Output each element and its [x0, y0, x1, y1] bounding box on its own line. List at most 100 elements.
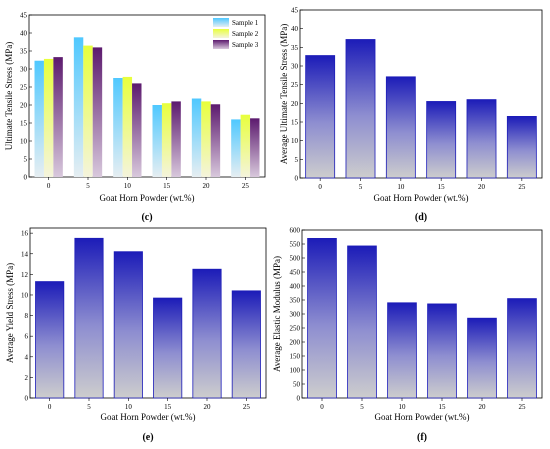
chart-c-bar-sample-3-5: [92, 47, 103, 178]
chart-d-y-axis-title: Average Ultimate Tensile Stress (MPa): [279, 24, 289, 165]
chart-e-y-tick-label: 2: [25, 374, 29, 382]
chart-f-y-tick-label: 200: [290, 339, 301, 347]
chart-c-x-tick-label: 25: [242, 182, 250, 190]
chart-f-y-tick-label: 600: [290, 227, 301, 235]
chart-e-bar-10: [113, 251, 143, 399]
chart-e-x-tick-label: 0: [48, 403, 52, 411]
chart-c-bar-sample-2-15: [161, 103, 172, 177]
chart-d-bar-10: [385, 76, 416, 179]
legend-swatch-sample-3: [213, 40, 229, 49]
chart-f-bar-10: [387, 302, 417, 399]
chart-c-bar-sample-2-10: [122, 76, 133, 177]
chart-c-bar-sample-2-20: [201, 101, 211, 177]
chart-c-y-tick-label: 25: [20, 84, 28, 92]
chart-c-y-tick-label: 0: [24, 174, 28, 182]
chart-e-y-tick-label: 16: [21, 230, 29, 238]
chart-e-y-tick-label: 4: [25, 353, 29, 361]
legend-label-sample-2: Sample 2: [232, 30, 259, 38]
legend-swatch-sample-1: [213, 18, 229, 27]
chart-c-y-tick-label: 45: [20, 12, 28, 20]
chart-f-y-tick-label: 550: [290, 241, 301, 249]
legend-label-sample-3: Sample 3: [232, 41, 259, 49]
chart-c-bar-sample-3-20: [210, 104, 221, 177]
chart-e-x-tick-label: 25: [243, 403, 251, 411]
chart-c-x-tick-label: 10: [124, 182, 132, 190]
chart-d-y-tick-label: 15: [291, 119, 299, 127]
chart-c-y-tick-label: 10: [20, 138, 28, 146]
chart-c-x-tick-label: 5: [86, 182, 90, 190]
chart-f-y-tick-label: 250: [290, 325, 301, 333]
chart-c-legend: Sample 1 Sample 2 Sample 3: [213, 18, 259, 49]
chart-c-y-tick-label: 15: [20, 120, 28, 128]
chart-d-y-tick-label: 10: [291, 137, 299, 145]
chart-c-bar-sample-2-25: [240, 114, 251, 177]
chart-d-y-tick-label: 5: [295, 156, 299, 164]
chart-e-y-tick-label: 12: [21, 271, 29, 279]
chart-f-x-tick-label: 0: [320, 403, 324, 411]
legend-swatch-sample-2: [213, 29, 229, 38]
chart-e-x-tick-label: 20: [204, 403, 212, 411]
chart-c-bar-sample-3-15: [171, 101, 181, 177]
chart-c-y-tick-label: 5: [24, 156, 28, 164]
chart-e-y-tick-label: 14: [21, 250, 29, 258]
chart-c-bar-sample-1-20: [191, 98, 202, 177]
chart-f-panel-label: (f): [417, 432, 427, 443]
chart-e-plot-frame: [29, 227, 267, 399]
chart-d-x-tick-label: 20: [478, 183, 486, 191]
chart-c-y-axis-title: Ultimate Tensile Stress (MPa): [4, 42, 14, 150]
chart-f-y-tick-label: 500: [290, 255, 301, 263]
chart-c-bar-sample-2-0: [43, 58, 54, 177]
chart-d-panel: 0 5 10 15 20 25 30 35 40 45 0 5 10 15 20 25 Average Ul…: [279, 7, 543, 223]
chart-d-bar-20: [466, 99, 497, 179]
chart-c-x-axis-title: Goat Horn Powder (wt.%): [100, 193, 195, 203]
chart-e-bar-15: [153, 297, 183, 399]
chart-c-bar-sample-3-10: [132, 83, 142, 177]
chart-d-bar-25: [506, 116, 537, 179]
chart-e-bar-0: [35, 281, 65, 399]
chart-f-x-tick-label: 20: [479, 403, 487, 411]
chart-d-y-tick-label: 25: [291, 81, 299, 89]
chart-e-x-tick-label: 5: [87, 403, 91, 411]
chart-e-x-tick-label: 10: [125, 403, 133, 411]
chart-d-y-tick-label: 40: [291, 25, 299, 33]
chart-f-y-tick-label: 450: [290, 269, 301, 277]
chart-f-bar-20: [467, 317, 497, 399]
chart-e-panel-label: (e): [142, 432, 153, 443]
chart-f-plot-frame: [301, 229, 543, 399]
chart-d-x-axis-title: Goat Horn Powder (wt.%): [374, 193, 469, 203]
chart-c-bar-sample-3-0: [53, 57, 63, 178]
chart-e-y-tick-label: 6: [25, 333, 29, 341]
chart-d-x-tick-label: 15: [438, 183, 446, 191]
chart-f-y-axis-title: Average Elastic Modulus (MPa): [272, 256, 282, 372]
chart-c-bar-sample-1-5: [73, 37, 84, 177]
chart-f-x-tick-label: 25: [519, 403, 527, 411]
chart-c-y-tick-label: 35: [20, 48, 28, 56]
chart-f-x-axis-title: Goat Horn Powder (wt.%): [375, 412, 470, 422]
chart-c-panel-label: (c): [141, 212, 152, 223]
chart-f-y-tick-label: 0: [297, 395, 301, 403]
chart-f-y-tick-label: 50: [293, 381, 301, 389]
chart-c-bar-sample-1-0: [34, 60, 44, 177]
chart-c-x-tick-label: 0: [47, 182, 51, 190]
chart-d-y-tick-label: 20: [291, 100, 299, 108]
chart-d-panel-label: (d): [415, 212, 427, 223]
chart-f-bar-0: [307, 237, 337, 399]
chart-d-bar-5: [345, 39, 376, 179]
chart-d-plot-frame: [299, 9, 543, 179]
chart-f-y-tick-label: 400: [290, 283, 301, 291]
chart-d-y-tick-label: 30: [291, 63, 299, 71]
chart-d-x-tick-label: 0: [318, 183, 322, 191]
chart-f-bar-25: [507, 298, 537, 399]
chart-c-panel: 0 5 10 15 20 25 30 35 40 45 0 5 10 15 20 25 Ultimate T…: [4, 12, 266, 223]
chart-d-y-tick-label: 35: [291, 44, 299, 52]
chart-f-y-tick-label: 350: [290, 297, 301, 305]
chart-e-y-axis-title: Average Yield Stress (MPa): [5, 263, 15, 363]
chart-c-y-tick-label: 40: [20, 30, 28, 38]
chart-f-y-tick-label: 100: [290, 367, 301, 375]
chart-f-y-tick-label: 300: [290, 311, 301, 319]
chart-d-x-tick-label: 10: [397, 183, 405, 191]
chart-e-y-tick-label: 0: [25, 395, 29, 403]
chart-c-x-tick-label: 20: [203, 182, 211, 190]
chart-f-x-tick-label: 5: [360, 403, 364, 411]
chart-e-y-tick-label: 8: [25, 312, 29, 320]
